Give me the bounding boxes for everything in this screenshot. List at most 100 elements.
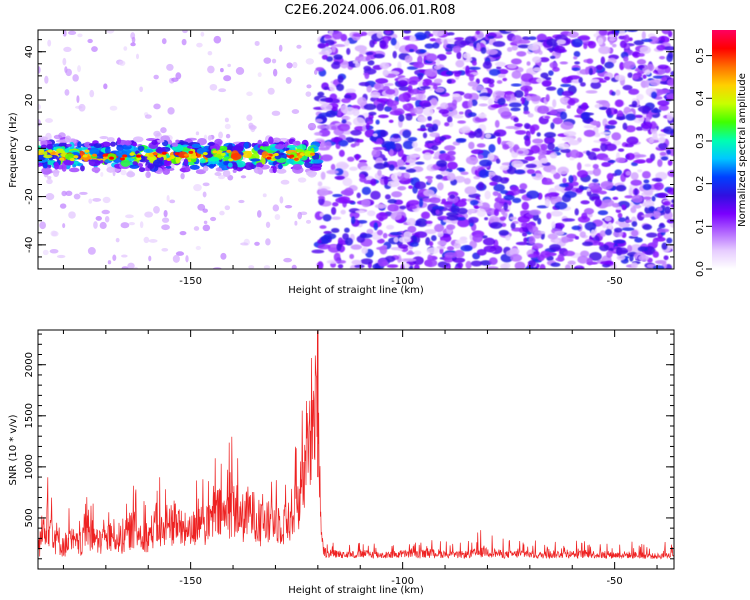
heatmap-cell bbox=[583, 43, 588, 50]
heatmap-cell bbox=[571, 38, 583, 48]
heatmap-cell bbox=[46, 143, 53, 150]
heatmap-cell bbox=[376, 30, 383, 39]
heatmap-cell bbox=[470, 199, 479, 206]
heatmap-cell bbox=[358, 82, 371, 87]
heatmap-cell bbox=[658, 133, 667, 137]
heatmap-cell bbox=[433, 78, 443, 84]
heatmap-cell bbox=[365, 51, 374, 56]
heatmap-cell bbox=[598, 46, 611, 55]
heatmap-cell bbox=[296, 44, 302, 49]
heatmap-cell bbox=[341, 119, 347, 124]
heatmap-cell bbox=[514, 90, 524, 98]
heatmap-cell bbox=[318, 112, 332, 117]
heatmap-cell bbox=[427, 115, 432, 121]
heatmap-cell bbox=[614, 74, 626, 81]
heatmap-cell bbox=[644, 79, 650, 88]
heatmap-cell bbox=[541, 181, 555, 185]
heatmap-cell bbox=[257, 72, 262, 78]
heatmap-cell bbox=[202, 191, 207, 198]
heatmap-cell bbox=[374, 203, 388, 209]
heatmap-cell bbox=[598, 242, 604, 247]
heatmap-cell bbox=[175, 72, 182, 80]
heatmap-cell bbox=[482, 61, 492, 69]
heatmap-cell bbox=[129, 164, 140, 169]
heatmap-cell bbox=[506, 47, 513, 52]
heatmap-cell bbox=[202, 208, 208, 213]
heatmap-cell bbox=[367, 60, 375, 66]
heatmap-cell bbox=[474, 205, 479, 209]
heatmap-cell bbox=[592, 178, 599, 183]
heatmap-cell bbox=[378, 114, 389, 119]
heatmap-cell bbox=[405, 168, 417, 173]
heatmap-cell bbox=[202, 224, 211, 232]
heatmap-cell bbox=[550, 169, 557, 175]
heatmap-cell bbox=[524, 156, 536, 161]
heatmap-cell bbox=[670, 122, 674, 129]
heatmap-cell bbox=[153, 74, 159, 80]
heatmap-cell bbox=[267, 87, 275, 95]
heatmap-cell bbox=[93, 221, 98, 229]
heatmap-cell bbox=[607, 159, 616, 164]
heatmap-cell bbox=[645, 157, 653, 164]
heatmap-cell bbox=[384, 194, 391, 200]
heatmap-xlabel: Height of straight line (km) bbox=[288, 285, 424, 296]
heatmap-cell bbox=[193, 184, 202, 192]
heatmap-cell bbox=[429, 197, 441, 204]
heatmap-cell bbox=[338, 149, 345, 157]
heatmap-cell bbox=[512, 197, 522, 204]
heatmap-cell bbox=[458, 168, 466, 173]
heatmap-cell bbox=[497, 97, 506, 106]
heatmap-cell bbox=[337, 123, 351, 132]
heatmap-cell bbox=[506, 63, 517, 69]
heatmap-cell bbox=[218, 131, 223, 139]
heatmap-peak bbox=[102, 156, 108, 160]
heatmap-cell bbox=[120, 159, 131, 167]
heatmap-cell bbox=[120, 169, 127, 176]
heatmap-cell bbox=[471, 84, 484, 91]
heatmap-cell bbox=[163, 210, 168, 218]
heatmap-cell bbox=[350, 216, 356, 224]
heatmap-cell bbox=[272, 204, 280, 212]
heatmap-cell bbox=[625, 152, 635, 161]
heatmap-cell bbox=[584, 163, 592, 167]
heatmap-cell bbox=[429, 38, 437, 42]
heatmap-cell bbox=[477, 113, 487, 119]
heatmap-cell bbox=[256, 210, 262, 218]
heatmap-cell bbox=[470, 149, 484, 155]
heatmap-cell bbox=[334, 175, 345, 180]
heatmap-cell bbox=[611, 43, 617, 48]
heatmap-cell bbox=[356, 192, 361, 199]
heatmap-cell bbox=[185, 255, 189, 263]
heatmap-cell bbox=[447, 79, 452, 84]
heatmap-cell bbox=[473, 129, 483, 138]
heatmap-cell bbox=[514, 123, 523, 128]
heatmap-cell bbox=[384, 105, 392, 112]
heatmap-cell bbox=[172, 254, 180, 263]
heatmap-cell bbox=[413, 61, 425, 69]
heatmap-cell bbox=[537, 105, 550, 115]
heatmap-cell bbox=[657, 192, 669, 199]
heatmap-cell bbox=[510, 58, 522, 65]
heatmap-cell bbox=[437, 215, 450, 220]
heatmap-cell bbox=[408, 80, 418, 86]
heatmap-cell bbox=[432, 84, 438, 90]
heatmap-cell bbox=[355, 154, 360, 161]
heatmap-cell bbox=[401, 153, 407, 163]
heatmap-cell bbox=[467, 99, 473, 108]
heatmap-cell bbox=[375, 78, 389, 84]
heatmap-cell bbox=[406, 218, 417, 226]
heatmap-cell bbox=[424, 258, 438, 268]
heatmap-cell bbox=[422, 102, 432, 107]
heatmap-cell bbox=[263, 265, 271, 269]
heatmap-cell bbox=[561, 76, 571, 84]
heatmap-cell bbox=[436, 159, 448, 168]
heatmap-cell bbox=[130, 42, 136, 47]
heatmap-cell bbox=[527, 43, 540, 51]
heatmap-cell bbox=[567, 260, 576, 266]
heatmap-cell bbox=[587, 40, 597, 49]
heatmap-cell bbox=[584, 221, 597, 231]
heatmap-cell bbox=[528, 36, 537, 41]
heatmap-cell bbox=[409, 241, 419, 247]
heatmap-cell bbox=[648, 36, 660, 45]
heatmap-cell bbox=[414, 231, 428, 238]
